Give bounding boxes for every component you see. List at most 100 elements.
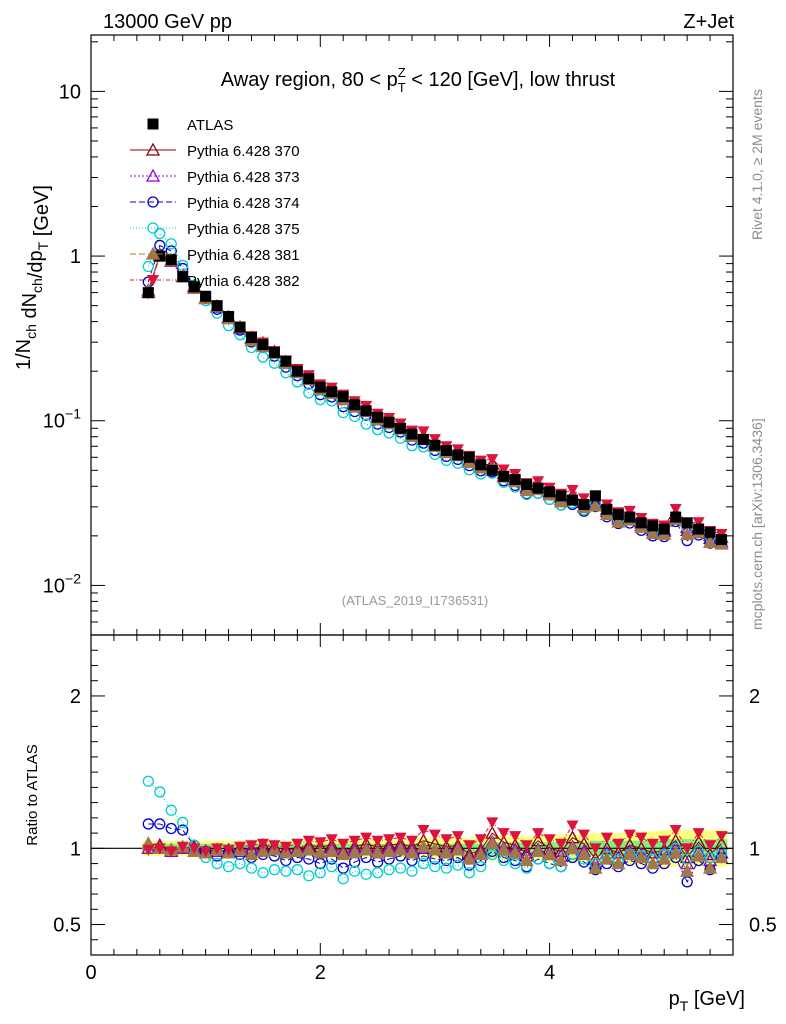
series-382-point [417, 426, 430, 438]
atlas-data-point [681, 517, 693, 529]
series-375-line [147, 232, 722, 543]
series-382-point [486, 454, 499, 466]
ratio-tick-label: 2 [70, 686, 81, 708]
series-375-ratio-point [211, 857, 223, 870]
series-375-ratio-point [371, 867, 384, 879]
series-382-ratio-point [497, 828, 510, 840]
series-381-ratio-point [565, 840, 580, 854]
series-375-point [154, 227, 166, 240]
series-375-ratio-point [475, 860, 487, 873]
axes: 0 2 4 10−2 10−1 1 10 0.5 0.5 1 1 2 2 [43, 34, 777, 984]
series-382-ratio-point [383, 834, 396, 846]
atlas-data-point [647, 520, 659, 532]
y-tick-label: 10−2 [43, 570, 81, 597]
legend-atlas-label: ATLAS [187, 117, 233, 134]
atlas-data-point [395, 422, 407, 434]
series-381-line [147, 255, 722, 545]
x-tick-label: 4 [544, 962, 555, 984]
series-381-ratio-point [702, 860, 718, 874]
atlas-data-point [429, 439, 441, 451]
series-374-ratio-point [165, 822, 177, 835]
ratio-tick-label-right: 0.5 [749, 915, 777, 937]
series-382-ratio-point [509, 831, 522, 843]
series-375-ratio-point [383, 864, 395, 876]
series-375-point [165, 238, 177, 250]
legend-atlas-marker [147, 118, 159, 130]
header-right-label: Z+Jet [683, 11, 734, 33]
series-375-point [303, 387, 315, 399]
series-374-ratio-point [681, 876, 693, 888]
series-375-ratio-point [314, 867, 326, 879]
series-381-point [702, 534, 718, 548]
series-381-ratio-point [496, 842, 511, 856]
atlas-data-point [303, 373, 315, 385]
series-381-ratio-point [611, 856, 626, 870]
series-382-ratio-point [589, 843, 602, 855]
atlas-data-point [188, 281, 200, 293]
legend: ATLAS Pythia 6.428 370 Pythia 6.428 373 Pyt… [130, 117, 300, 290]
atlas-data-point [165, 254, 177, 266]
series-375-ratio-point [245, 862, 258, 874]
series-374-ratio-point [142, 818, 154, 830]
series-375-ratio-point [498, 854, 510, 867]
legend-381-label: Pythia 6.428 381 [187, 247, 300, 264]
series-382-ratio-point [268, 840, 281, 852]
x-axis-label: pT [GeV] [669, 988, 745, 1014]
series-375-ratio-point [165, 804, 177, 816]
series-381-ratio-point [542, 847, 557, 861]
series-374-ratio-point [314, 857, 326, 870]
series-382-ratio-point [463, 840, 476, 852]
series-382-ratio-point [302, 835, 315, 847]
series-381-ratio-point [645, 856, 660, 870]
legend-374-marker [147, 196, 159, 208]
atlas-data-point [498, 470, 510, 482]
atlas-data-point [337, 391, 349, 403]
atlas-data-point [509, 473, 521, 485]
series-381-ratio-point [393, 842, 408, 856]
series-375-ratio-point [257, 867, 269, 879]
series-381-ratio-point [462, 851, 477, 865]
series-382-ratio-point [222, 844, 235, 856]
atlas-data-point [601, 503, 613, 515]
series-381-point [588, 498, 603, 512]
series-375-ratio-point [326, 860, 338, 873]
series-375-point [406, 440, 418, 452]
atlas-data-point [716, 534, 728, 546]
rivet-version-label: Rivet 4.1.0, ≥ 2M events [749, 89, 765, 240]
series-382-ratio-point [279, 841, 292, 853]
series-381-ratio-point [313, 845, 328, 859]
series-382-point [566, 485, 579, 497]
series-381-ratio-point [531, 844, 546, 858]
series-375-ratio-point [234, 857, 246, 870]
atlas-data-point [463, 451, 475, 463]
ratio-tick-label-right: 1 [749, 838, 760, 860]
series-381-ratio-point [301, 842, 316, 856]
atlas-data-point [257, 339, 269, 351]
series-375-ratio-point [463, 867, 475, 879]
series-375-ratio-point [417, 857, 430, 870]
series-381-ratio-point [359, 842, 374, 856]
atlas-data-point [246, 332, 257, 344]
series-381-ratio-point [599, 851, 614, 865]
series-375-point [371, 424, 384, 436]
series-375-ratio-point [406, 865, 418, 877]
x-tick-label: 0 [85, 962, 96, 984]
series-382-ratio-point [337, 838, 350, 850]
series-382-ratio-point [291, 838, 304, 850]
atlas-data-point [589, 490, 601, 502]
atlas-data-point [314, 381, 326, 393]
series-375-ratio-point [142, 775, 154, 787]
series-381-ratio-point [439, 845, 454, 859]
ratio-panel-frame [90, 634, 734, 956]
ratio-tick-label: 0.5 [53, 915, 81, 937]
series-382-ratio-point [234, 841, 247, 853]
series-382-ratio-point [566, 820, 579, 832]
series-381-ratio-point [657, 851, 672, 865]
series-382-ratio-point [153, 843, 166, 855]
series-382-ratio-point [577, 829, 590, 841]
series-382-ratio-point [623, 829, 636, 841]
series-381-ratio-point [416, 839, 431, 853]
series-370-ratio-point [680, 850, 695, 864]
series-382-ratio-point [428, 829, 441, 841]
series-381-ratio-point [714, 850, 729, 864]
